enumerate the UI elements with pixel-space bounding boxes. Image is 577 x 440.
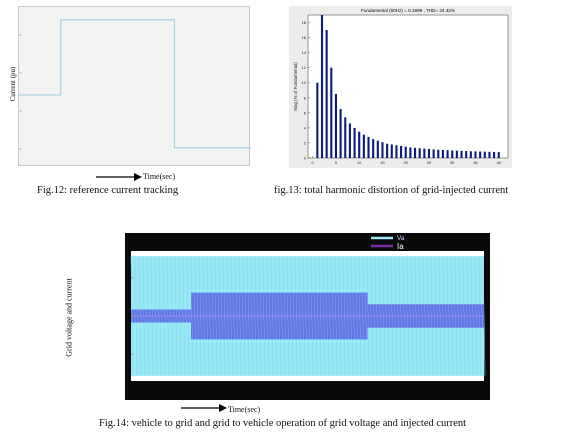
fig13-x-tick-label: 15 (380, 160, 385, 165)
fig13-bar (497, 152, 500, 158)
fig13-bar (334, 94, 338, 158)
fig13-y-tick-label: 4 (304, 125, 307, 130)
fig13-bar (386, 143, 389, 158)
fig13-bar (469, 151, 472, 158)
fig13-x-tick-label: 40 (496, 160, 501, 165)
fig13-bar (376, 140, 379, 158)
fig13-bar (404, 146, 407, 158)
fig13-bar (446, 150, 449, 158)
fig13-bar (455, 150, 458, 158)
fig13-bar (395, 145, 398, 158)
fig14-x-axis-label: Time(sec) (228, 405, 261, 414)
fig13-bar (474, 151, 477, 158)
fig13-y-tick-label: 2 (304, 140, 307, 145)
fig13-bar (409, 147, 412, 158)
fig13-bar (362, 134, 365, 158)
fig13-bar (381, 142, 384, 158)
fig13-bar (465, 151, 468, 158)
fig13-bar (316, 82, 319, 158)
fig12-plot-area (18, 6, 251, 166)
fig13-bar (418, 148, 421, 158)
fig13-x-tick-label: 35 (473, 160, 478, 165)
fig13-bar (493, 151, 496, 158)
fig13-bar (320, 15, 324, 158)
fig13-bar (358, 131, 361, 158)
fig13-caption: fig.13: total harmonic distortion of gri… (274, 185, 509, 196)
fig13-bar (488, 151, 491, 158)
fig13-bar (353, 127, 356, 158)
fig12-caption: Fig.12: reference current tracking (37, 185, 179, 196)
fig12-chart (19, 19, 251, 150)
fig13-x-tick-label: 0 (312, 160, 315, 165)
fig13-bar (432, 149, 435, 158)
fig13-y-tick-label: 16 (302, 35, 307, 40)
fig13-bar (339, 109, 342, 158)
fig14-caption: Fig.14: vehicle to grid and grid to vehi… (99, 418, 467, 429)
fig13-x-tick-label: 30 (450, 160, 455, 165)
fig13-y-tick-label: 8 (304, 95, 307, 100)
fig13-plot-area (307, 14, 509, 159)
fig13-bar (400, 145, 403, 158)
fig13-x-tick-label: 5 (335, 160, 338, 165)
fig13-bar (423, 148, 426, 158)
fig13-bar (372, 139, 375, 158)
fig14-legend-ia-label: Ia (397, 242, 404, 251)
fig12-x-axis-label: Time(sec) (143, 172, 176, 181)
fig13-bar (427, 148, 431, 158)
fig13-bar (390, 144, 393, 158)
fig13-bar (330, 67, 333, 158)
fig12-time-arrow-icon (96, 173, 142, 181)
fig13-bar (451, 150, 454, 158)
fig13-x-tick-label: 20 (403, 160, 408, 165)
fig13-bar (344, 117, 347, 158)
fig13-bar (479, 151, 482, 158)
fig12-y-axis-label: Current (pu) (9, 66, 17, 102)
fig13-y-tick-label: 6 (304, 110, 307, 115)
fig13-y-tick-label: 12 (302, 65, 307, 70)
fig13-bar (367, 136, 370, 158)
fig13-y-tick-label: 0 (304, 156, 307, 161)
fig14-time-arrow-icon (181, 404, 227, 412)
fig13-y-axis-label: Mag (% of Fundamental) (293, 62, 298, 111)
fig13-bar (437, 149, 440, 158)
fig13-bar (348, 123, 351, 158)
fig13-y-tick-label: 10 (302, 80, 307, 85)
fig13-bar (483, 151, 486, 158)
fig13-y-tick-label: 18 (302, 20, 307, 25)
fig13-chart: Fundamental (60Hz) = 0.1999 , THD= 24.42… (289, 6, 512, 168)
fig14-legend-va-label: Va (397, 235, 405, 242)
fig14-y-axis-label: Grid voltage and current (64, 278, 74, 357)
fig12-reference-current-line (19, 19, 251, 149)
fig13-y-tick-label: 14 (302, 50, 307, 55)
fig13-bar (441, 149, 444, 158)
fig13-bar (413, 147, 417, 158)
fig13-title: Fundamental (60Hz) = 0.1999 , THD= 24.42… (361, 8, 455, 13)
fig13-x-tick-label: 10 (357, 160, 362, 165)
fig13-bar (325, 30, 328, 159)
fig13-x-tick-label: 25 (427, 160, 432, 165)
fig13-bar (460, 150, 463, 158)
